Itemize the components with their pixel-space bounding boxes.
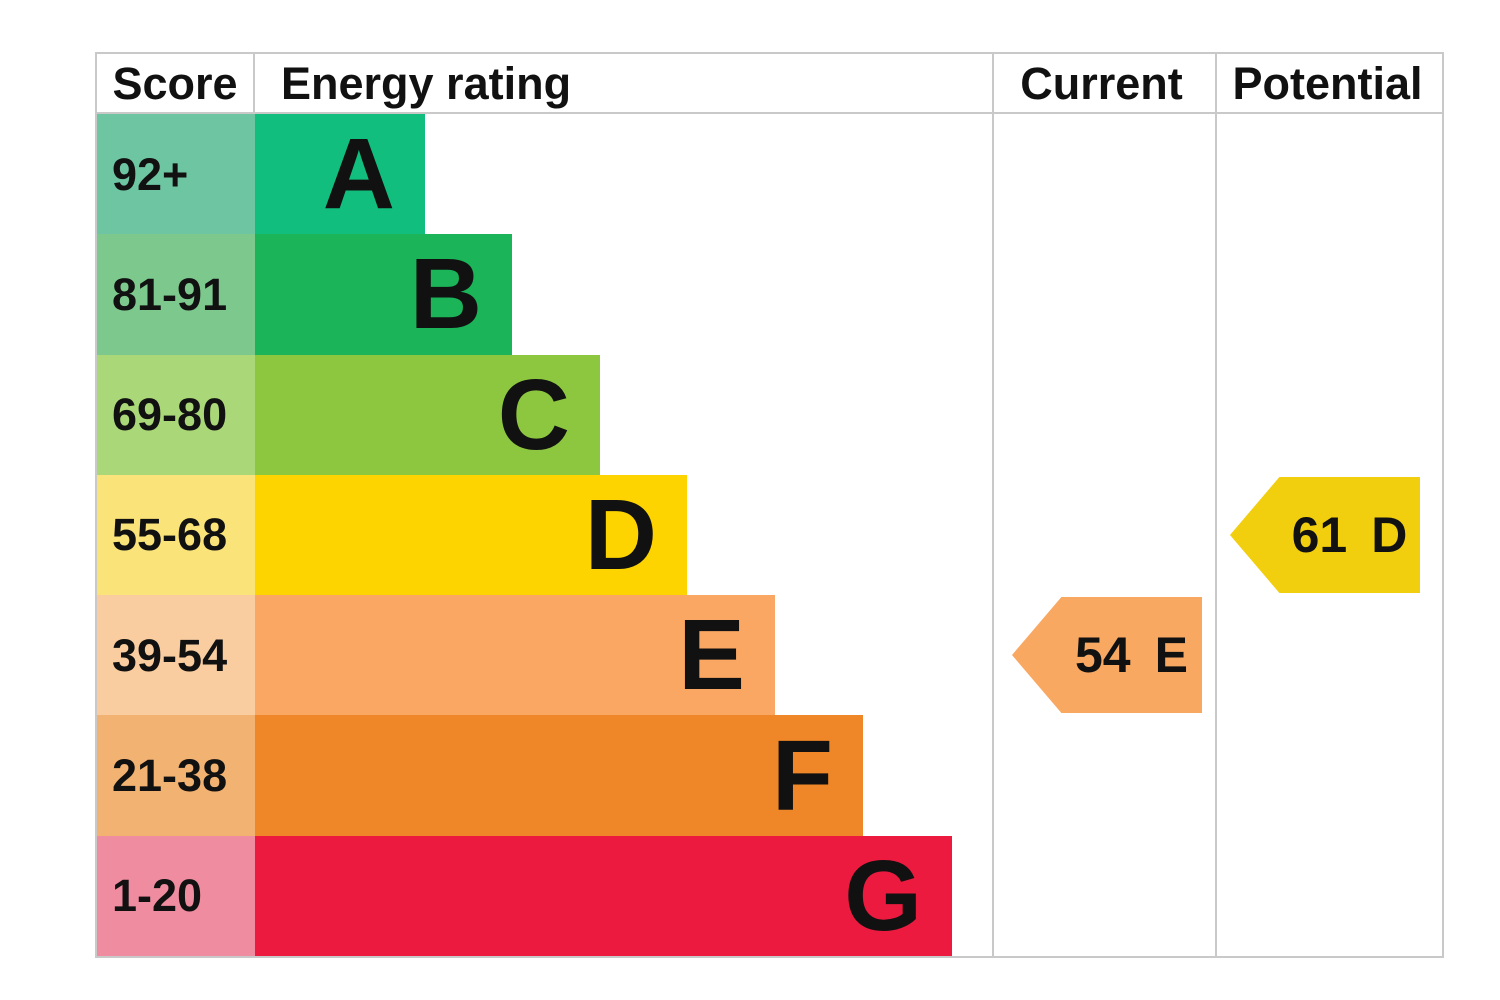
rating-row-c: 69-80 C — [97, 354, 1442, 475]
potential-rating-value: 61 — [1291, 507, 1348, 563]
rating-bar-d: D — [255, 474, 687, 596]
header-potential-label: Potential — [1232, 57, 1423, 109]
band-letter: A — [322, 118, 395, 231]
column-divider-potential — [1215, 54, 1217, 956]
score-range-label: 81-91 — [112, 268, 228, 320]
header-divider-line — [97, 112, 1442, 114]
header-energy-rating: Energy rating — [255, 54, 990, 112]
band-letter: C — [497, 358, 570, 471]
band-letter: G — [844, 839, 922, 952]
header-score: Score — [97, 54, 255, 112]
score-range-label: 92+ — [112, 148, 189, 200]
header-potential: Potential — [1213, 54, 1442, 112]
header-energy-rating-label: Energy rating — [281, 57, 572, 109]
score-range-label: 39-54 — [112, 629, 228, 681]
rating-rows: 92+ A 81-91 B 69-80 C — [97, 114, 1442, 956]
rating-row-a: 92+ A — [97, 114, 1442, 235]
header-score-label: Score — [112, 57, 238, 109]
rating-bar-b: B — [255, 234, 512, 355]
column-divider-current — [992, 54, 994, 956]
current-rating-band: E — [1154, 627, 1188, 683]
score-cell-a: 92+ — [97, 114, 255, 235]
header-current-label: Current — [1020, 57, 1183, 109]
epc-table: Score Energy rating Current Potential 92… — [95, 52, 1444, 958]
rating-row-f: 21-38 F — [97, 715, 1442, 836]
rating-row-d: 55-68 D — [97, 474, 1442, 596]
score-range-label: 1-20 — [112, 870, 203, 922]
score-cell-c: 69-80 — [97, 354, 255, 475]
score-cell-d: 55-68 — [97, 474, 255, 596]
score-cell-b: 81-91 — [97, 234, 255, 355]
band-letter: F — [771, 719, 833, 832]
rating-bar-e: E — [255, 595, 775, 716]
score-range-label: 55-68 — [112, 509, 228, 561]
score-range-label: 69-80 — [112, 389, 228, 441]
current-rating-value: 54 — [1075, 627, 1131, 683]
rating-row-b: 81-91 B — [97, 234, 1442, 355]
header-current: Current — [990, 54, 1213, 112]
score-range-label: 21-38 — [112, 750, 228, 802]
rating-bar-g: G — [255, 835, 952, 956]
rating-bar-c: C — [255, 354, 600, 475]
band-letter: B — [409, 238, 482, 351]
table-header: Score Energy rating Current Potential — [97, 54, 1442, 112]
score-cell-e: 39-54 — [97, 595, 255, 716]
rating-bar-f: F — [255, 715, 863, 836]
band-letter: D — [584, 478, 657, 591]
rating-bar-a: A — [255, 114, 425, 235]
rating-row-g: 1-20 G — [97, 835, 1442, 956]
score-cell-f: 21-38 — [97, 715, 255, 836]
score-cell-g: 1-20 — [97, 835, 255, 956]
band-letter: E — [678, 599, 745, 712]
rating-row-e: 39-54 E — [97, 595, 1442, 716]
potential-rating-band: D — [1371, 507, 1408, 563]
